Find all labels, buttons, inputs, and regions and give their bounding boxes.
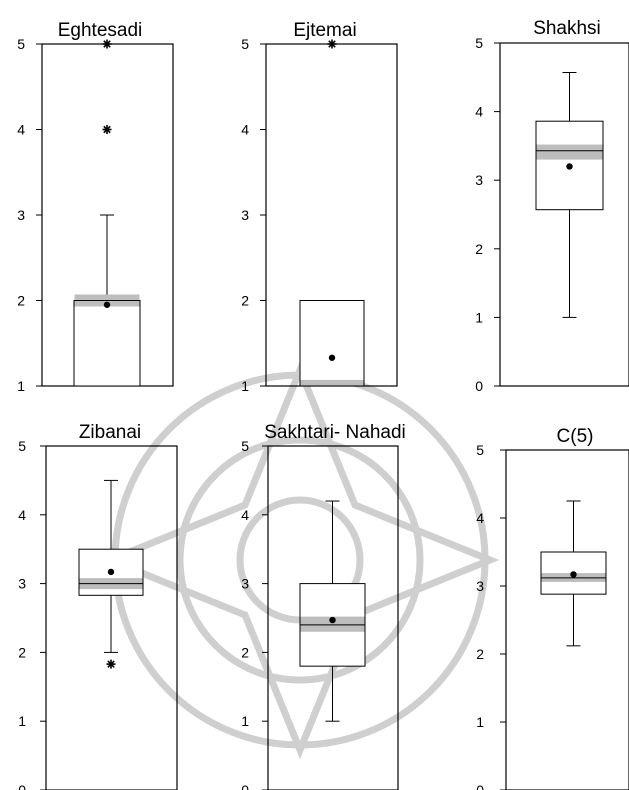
y-tick-label: 4 — [476, 510, 484, 526]
y-tick-label: 3 — [241, 576, 249, 592]
y-tick-label: 0 — [241, 782, 249, 790]
plot-frame — [45, 445, 178, 790]
y-tick-label: 4 — [241, 507, 249, 523]
panel-title: Shakhsi — [533, 18, 601, 39]
panel-title: Zibanai — [79, 422, 141, 443]
charts: Eghtesadi12345Ejtemai12345Shakhsi012345Z… — [17, 18, 629, 790]
iqr-box — [73, 300, 141, 387]
boxplot-panel: C(5) 0 1 2 3 4 5 — [476, 426, 629, 790]
outlier-marker — [102, 39, 112, 49]
y-tick-label: 1 — [476, 714, 484, 730]
y-tick-label: 2 — [476, 646, 484, 662]
y-tick-label: 0 — [18, 782, 26, 790]
y-tick-label: 1 — [17, 378, 25, 394]
boxplot-panel: Shakhsi 0 1 2 3 4 5 — [475, 18, 629, 394]
panel-title: Eghtesadi — [58, 20, 143, 41]
y-tick-label: 2 — [475, 241, 483, 257]
panel-title: C(5) — [557, 426, 594, 447]
y-tick-label: 3 — [241, 207, 249, 223]
y-tick-label: 4 — [475, 104, 483, 120]
y-tick-label: 3 — [18, 576, 26, 592]
watermark-star — [100, 360, 500, 760]
y-tick-label: 2 — [241, 644, 249, 660]
y-tick-label: 3 — [475, 172, 483, 188]
y-tick-label: 5 — [18, 438, 26, 454]
median-ci-band — [300, 380, 364, 386]
outlier-stroke — [103, 125, 111, 134]
y-tick-label: 3 — [17, 207, 25, 223]
y-tick-label: 5 — [476, 442, 484, 458]
mean-marker — [566, 163, 573, 170]
y-tick-label: 5 — [17, 36, 25, 52]
y-tick-label: 1 — [241, 378, 249, 394]
y-tick-label: 1 — [18, 713, 26, 729]
y-tick-label: 5 — [241, 438, 249, 454]
panel-title: Ejtemai — [293, 20, 356, 41]
y-tick-label: 2 — [241, 293, 249, 309]
y-tick-label: 0 — [475, 378, 483, 394]
y-tick-label: 4 — [18, 507, 26, 523]
outlier-marker — [327, 39, 337, 49]
y-tick-label: 3 — [476, 578, 484, 594]
plot-frame — [499, 42, 629, 387]
y-tick-label: 5 — [241, 36, 249, 52]
boxplot-panel: Eghtesadi 1 2 3 4 5 — [17, 20, 174, 394]
y-tick-label: 4 — [17, 122, 25, 138]
mean-marker — [328, 354, 336, 361]
y-tick-label: 0 — [476, 782, 484, 790]
mean-marker — [103, 301, 111, 308]
outlier-marker — [106, 659, 116, 669]
mean-marker — [570, 571, 577, 578]
outlier-stroke — [328, 40, 336, 48]
y-tick-label: 2 — [17, 293, 25, 309]
boxplot-panel: Ejtemai 1 2 3 4 5 — [241, 20, 398, 394]
outlier-stroke — [107, 660, 115, 668]
mean-marker — [329, 616, 336, 624]
watermark-ring-middle — [176, 436, 424, 684]
y-tick-label: 1 — [475, 309, 483, 325]
median-ci-band — [536, 144, 603, 160]
iqr-box — [299, 300, 365, 387]
outlier-marker — [102, 125, 112, 134]
y-tick-label: 2 — [18, 644, 26, 660]
median-ci-band — [300, 616, 365, 632]
plot-frame — [505, 449, 629, 790]
y-tick-label: 4 — [241, 122, 249, 138]
plot-frame — [267, 445, 399, 790]
boxplot-panel: Sakhtari- Nahadi 0 1 2 3 4 5 — [241, 422, 406, 790]
panel-title: Sakhtari- Nahadi — [264, 422, 406, 443]
y-tick-label: 1 — [241, 713, 249, 729]
boxplot-panel: Zibanai 0 1 2 3 4 5 — [18, 422, 178, 790]
mean-marker — [107, 568, 115, 576]
y-tick-label: 5 — [475, 35, 483, 51]
outlier-stroke — [103, 40, 111, 48]
